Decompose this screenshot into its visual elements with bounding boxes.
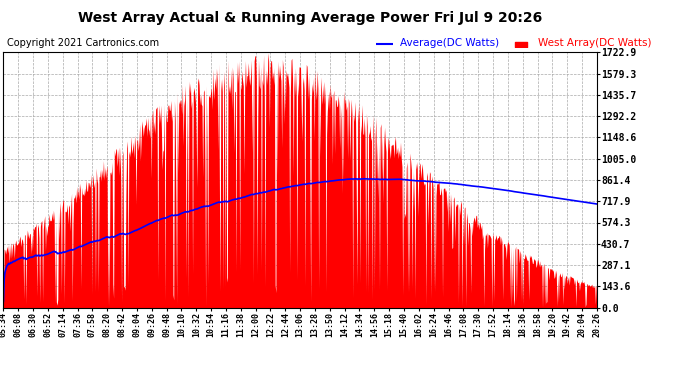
Text: West Array Actual & Running Average Power Fri Jul 9 20:26: West Array Actual & Running Average Powe… xyxy=(79,11,542,25)
Text: West Array(DC Watts): West Array(DC Watts) xyxy=(538,38,651,48)
Text: Copyright 2021 Cartronics.com: Copyright 2021 Cartronics.com xyxy=(7,38,159,48)
Text: Average(DC Watts): Average(DC Watts) xyxy=(400,38,500,48)
